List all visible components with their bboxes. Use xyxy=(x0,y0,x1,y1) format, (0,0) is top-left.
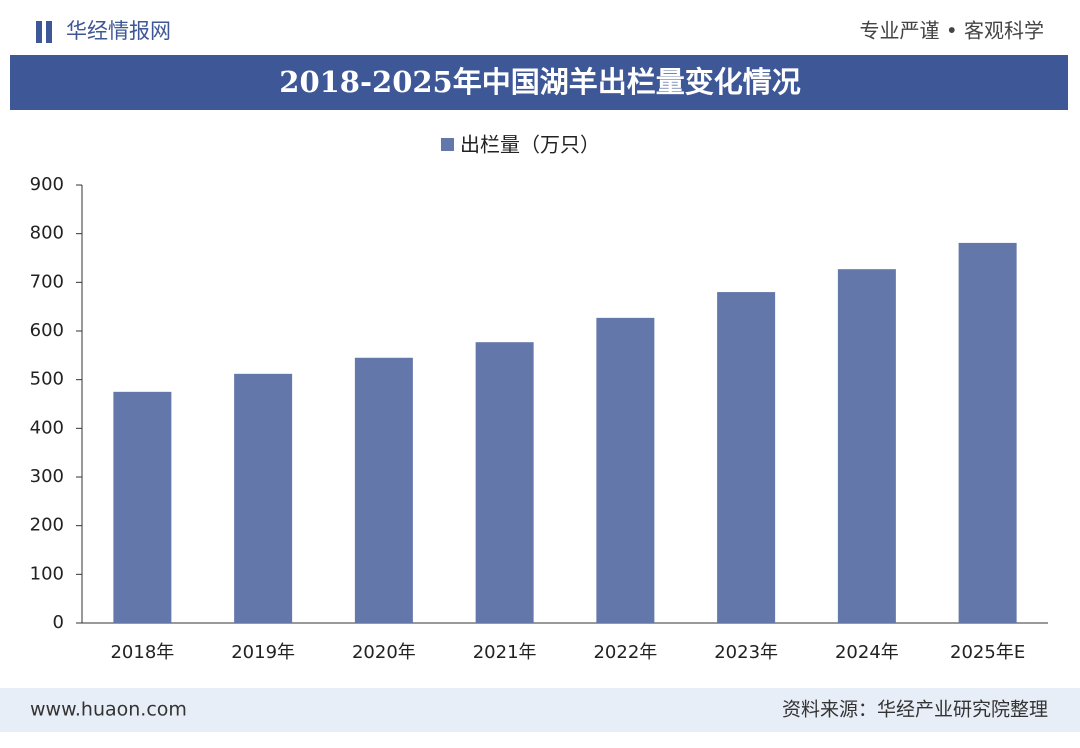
legend-label: 出栏量（万只） xyxy=(460,133,600,157)
bar xyxy=(234,373,293,623)
x-tick-label: 2021年 xyxy=(473,642,537,663)
bar xyxy=(837,269,896,623)
y-tick-label: 700 xyxy=(30,271,64,292)
x-tick-label: 2018年 xyxy=(110,642,174,663)
y-tick-label: 200 xyxy=(30,515,64,536)
bar xyxy=(717,292,776,623)
y-tick-label: 0 xyxy=(53,612,64,633)
bar xyxy=(475,342,534,623)
title-bar xyxy=(10,55,1068,110)
x-tick-label: 2023年 xyxy=(714,642,778,663)
bar xyxy=(596,317,655,623)
y-tick-label: 500 xyxy=(30,369,64,390)
bar xyxy=(354,357,413,623)
logo-icon xyxy=(46,21,52,43)
x-tick-label: 2020年 xyxy=(352,642,416,663)
logo-icon xyxy=(36,21,42,43)
x-tick-label: 2019年 xyxy=(231,642,295,663)
website: www.huaon.com xyxy=(30,699,187,721)
y-tick-label: 900 xyxy=(30,174,64,195)
x-tick-label: 2024年 xyxy=(835,642,899,663)
y-tick-label: 800 xyxy=(30,223,64,244)
x-tick-label: 2025年E xyxy=(950,642,1025,663)
legend-swatch xyxy=(441,138,454,151)
logo-text: 华经情报网 xyxy=(66,19,171,43)
y-tick-label: 100 xyxy=(30,563,64,584)
y-tick-label: 300 xyxy=(30,466,64,487)
x-tick-label: 2022年 xyxy=(593,642,657,663)
bar xyxy=(113,391,172,623)
slogan: 专业严谨 • 客观科学 xyxy=(859,19,1044,43)
y-tick-label: 400 xyxy=(30,417,64,438)
footer-band xyxy=(0,688,1080,732)
source: 资料来源：华经产业研究院整理 xyxy=(782,699,1048,721)
chart-title: 2018-2025年中国湖羊出栏量变化情况 xyxy=(279,65,800,99)
bar xyxy=(958,242,1017,623)
y-tick-label: 600 xyxy=(30,320,64,341)
